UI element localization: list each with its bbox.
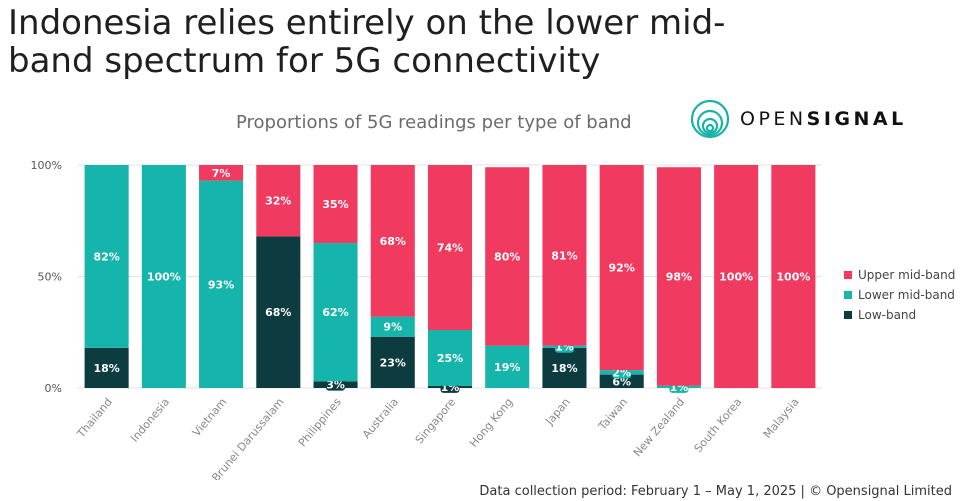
legend-item: Low-band (844, 305, 955, 325)
legend-label: Low-band (858, 308, 917, 322)
data-label: 25% (437, 352, 463, 365)
bar-segment (599, 165, 644, 371)
bar-segment (771, 165, 816, 388)
x-tick-label: Vietnam (190, 396, 229, 439)
data-label: 80% (494, 250, 520, 263)
legend-swatch (844, 291, 852, 299)
y-tick-label: 0% (45, 382, 62, 395)
data-label: 18% (551, 362, 577, 375)
data-label: 68% (265, 306, 291, 319)
chart-subtitle: Proportions of 5G readings per type of b… (236, 112, 632, 133)
bar-segment (542, 165, 587, 346)
bar-segment (485, 345, 530, 388)
data-label: 92% (609, 262, 635, 275)
data-label: 82% (93, 250, 119, 263)
data-label: 68% (380, 235, 406, 248)
data-label: 98% (666, 271, 692, 284)
footer-source: Data collection period: February 1 – May… (479, 484, 952, 499)
opensignal-logo: OPENSIGNAL (690, 95, 907, 143)
bar-segment (656, 167, 701, 386)
logo-text-open: OPEN (740, 108, 807, 130)
chart-legend: Upper mid-band Lower mid-band Low-band (844, 265, 955, 325)
data-label: 62% (322, 306, 348, 319)
y-tick-label: 100% (31, 159, 62, 172)
bar-segment (427, 165, 473, 331)
data-label: 100% (147, 271, 181, 284)
data-label: 7% (212, 167, 231, 180)
logo-text-signal: SIGNAL (806, 108, 907, 130)
legend-label: Lower mid-band (858, 288, 955, 302)
data-label: 100% (719, 271, 753, 284)
x-tick-label: Philippines (296, 395, 344, 449)
bar-segment (84, 165, 129, 348)
bar-segment (370, 316, 415, 337)
stacked-bar-chart: 0% 50% 100% 18% 82% Thailand 100% Indonesia 93% 7… (31, 159, 822, 480)
bar-segment (141, 165, 186, 388)
data-label: 6% (612, 375, 631, 388)
bar-segment (370, 336, 415, 388)
x-tick-label: Australia (360, 396, 401, 442)
bar-segment (370, 165, 415, 317)
bar-segment (256, 236, 301, 388)
data-label: 19% (494, 361, 520, 374)
bar-segment (485, 167, 530, 346)
opensignal-logo-icon (690, 99, 730, 139)
bar-segment (199, 165, 244, 181)
data-label: 100% (776, 271, 810, 284)
x-tick-label: South Korea (692, 396, 745, 455)
data-label: 3% (326, 379, 345, 392)
bar-segment (313, 243, 358, 382)
data-label: 32% (265, 195, 291, 208)
data-label: 74% (437, 242, 463, 255)
x-tick-label: Singapore (413, 395, 459, 446)
x-tick-label: Thailand (74, 396, 115, 441)
x-tick-label: Taiwan (595, 396, 630, 434)
x-tick-label: Indonesia (128, 396, 172, 445)
data-label: 81% (551, 249, 577, 262)
bar-segment (427, 330, 473, 386)
bar-segment (199, 180, 244, 388)
x-tick-label: Japan (542, 396, 572, 429)
bar-segment (542, 347, 587, 388)
legend-swatch (844, 311, 852, 319)
bar-segment (599, 374, 644, 388)
data-label: 18% (93, 362, 119, 375)
data-label: 93% (208, 278, 234, 291)
x-tick-label: Malaysia (761, 396, 802, 441)
legend-label: Upper mid-band (858, 268, 956, 282)
bar-segment (313, 165, 358, 244)
logo-text: OPENSIGNAL (740, 108, 907, 130)
bar-segment (714, 165, 759, 388)
page-title: Indonesia relies entirely on the lower m… (8, 3, 726, 81)
y-tick-label: 50% (38, 271, 62, 284)
bar-segment (256, 165, 301, 237)
x-tick-label: Hong Kong (467, 396, 515, 450)
x-tick-label: New Zealand (631, 396, 687, 460)
data-label: 9% (383, 321, 402, 334)
data-label: 35% (322, 198, 348, 211)
legend-swatch (844, 271, 852, 279)
legend-item: Lower mid-band (844, 285, 955, 305)
data-label: 23% (380, 356, 406, 369)
bar-segment (84, 347, 129, 388)
legend-item: Upper mid-band (844, 265, 955, 285)
